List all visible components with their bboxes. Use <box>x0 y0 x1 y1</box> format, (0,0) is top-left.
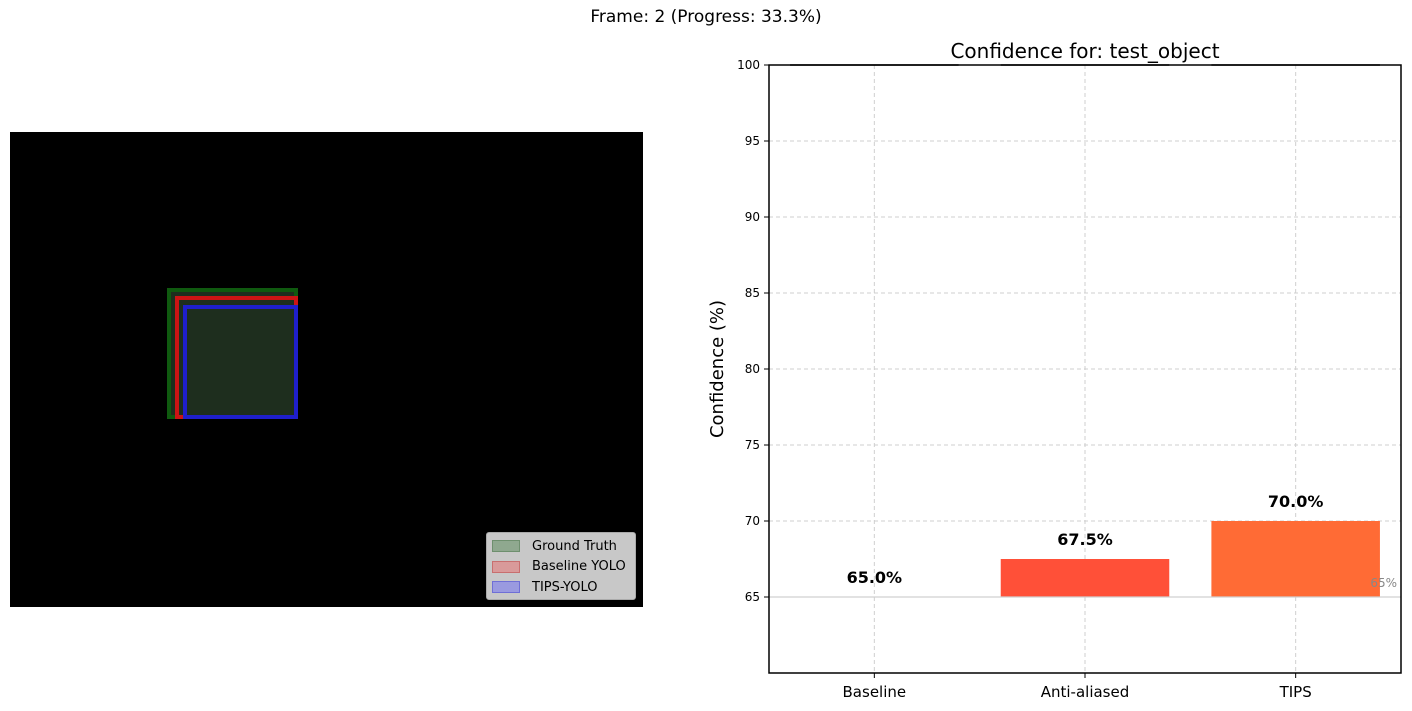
bar-value-label: 65.0% <box>847 568 903 587</box>
box-fill <box>169 290 296 417</box>
x-tick-label: Baseline <box>843 683 907 701</box>
y-tick-label: 95 <box>745 134 760 148</box>
x-tick-label: Anti-aliased <box>1041 683 1130 701</box>
legend-item: Ground Truth <box>492 536 635 557</box>
chart-title: Confidence for: test_object <box>950 39 1219 63</box>
legend-label: Ground Truth <box>532 538 617 554</box>
bar-value-label: 67.5% <box>1057 530 1113 549</box>
y-tick-label: 85 <box>745 286 760 300</box>
tips-yolo-box <box>183 305 298 419</box>
y-tick-label: 65 <box>745 590 760 604</box>
y-tick-label: 75 <box>745 438 760 452</box>
y-tick-label: 90 <box>745 210 760 224</box>
legend-swatch <box>492 540 520 553</box>
detection-frame-panel: Ground Truth Baseline YOLO TIPS-YOLO <box>10 132 643 607</box>
bar <box>1000 559 1170 597</box>
baseline-reference-label: 65% <box>1370 576 1397 590</box>
legend-label: TIPS-YOLO <box>532 579 598 595</box>
x-tick-label: TIPS <box>1279 683 1312 701</box>
figure-title: Frame: 2 (Progress: 33.3%) <box>590 7 822 27</box>
y-tick-label: 70 <box>745 514 760 528</box>
bar-value-label: 70.0% <box>1268 492 1324 511</box>
legend-item: Baseline YOLO <box>492 557 635 578</box>
legend-item: TIPS-YOLO <box>492 577 635 598</box>
legend-swatch <box>492 581 520 594</box>
legend: Ground Truth Baseline YOLO TIPS-YOLO <box>486 532 636 600</box>
y-axis-label: Confidence (%) <box>707 300 728 438</box>
y-tick-label: 100 <box>737 58 760 72</box>
bar <box>1211 521 1380 597</box>
legend-swatch <box>492 560 520 573</box>
detection-boxes <box>167 288 298 419</box>
legend-label: Baseline YOLO <box>532 559 626 575</box>
y-tick-label: 80 <box>745 362 760 376</box>
